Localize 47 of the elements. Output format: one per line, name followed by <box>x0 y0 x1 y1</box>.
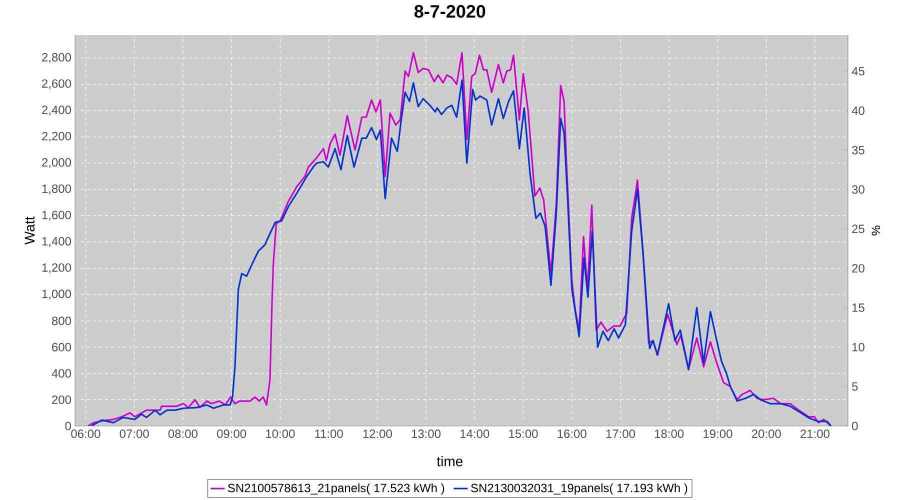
y-tick-label: 2,200 <box>42 132 72 142</box>
x-axis-title: time <box>436 456 463 466</box>
y2-tick-label: 40 <box>852 106 864 115</box>
x-tick-label: 10:00 <box>266 430 295 438</box>
x-tick-label: 09:00 <box>217 430 246 438</box>
y2-tick-label: 15 <box>852 304 864 312</box>
y2-axis-title: % <box>872 226 880 236</box>
y2-tick-label: 45 <box>852 67 864 76</box>
x-tick-label: 11:00 <box>315 430 343 438</box>
y-tick-label: 1,200 <box>42 263 72 274</box>
x-tick-label: 12:00 <box>363 430 392 438</box>
legend-label: SN2130032031_19panels( 17.193 kWh ) <box>471 483 688 495</box>
y2-tick-label: 5 <box>852 382 858 391</box>
y2-tick-label: 35 <box>852 146 864 154</box>
y2-tick-label: 20 <box>852 264 864 273</box>
y-axis-title: Watt <box>24 216 35 245</box>
y-tick-label: 2,800 <box>42 53 72 63</box>
y-tick-label: 800 <box>52 316 72 326</box>
legend-label: SN2100578613_21panels( 17.523 kWh ) <box>228 483 444 495</box>
x-tick-label: 14:00 <box>460 430 490 438</box>
y-tick-label: 1,400 <box>42 237 72 247</box>
y-tick-label: 1,600 <box>42 210 72 221</box>
x-tick-label: 19:00 <box>704 430 732 438</box>
x-tick-label: 17:00 <box>606 430 636 438</box>
y2-tick-label: 30 <box>852 185 864 194</box>
x-tick-label: 20:00 <box>752 430 781 438</box>
chart-title: 8-7-2020 <box>414 5 486 18</box>
x-tick-label: 13:00 <box>412 430 441 438</box>
y-tick-label: 600 <box>52 342 72 352</box>
y-tick-label: 2,600 <box>42 79 72 90</box>
x-tick-label: 16:00 <box>558 430 586 438</box>
y-tick-label: 2,000 <box>42 158 72 168</box>
x-tick-label: 15:00 <box>509 430 538 438</box>
x-tick-label: 07:00 <box>120 430 149 438</box>
y-tick-label: 1,000 <box>42 290 72 300</box>
y-tick-label: 200 <box>52 395 72 404</box>
y2-tick-label: 10 <box>852 342 864 352</box>
y2-tick-label: 25 <box>852 224 864 234</box>
y-tick-label: 2,400 <box>42 106 72 116</box>
y-tick-label: 1,800 <box>42 184 72 194</box>
x-tick-label: 06:00 <box>71 430 100 438</box>
x-tick-label: 21:00 <box>800 430 830 438</box>
x-tick-label: 08:00 <box>168 430 198 438</box>
y-tick-label: 0 <box>65 422 72 430</box>
y2-tick-label: 0 <box>852 422 858 430</box>
x-tick-label: 18:00 <box>654 430 684 438</box>
y-tick-label: 400 <box>52 369 72 378</box>
